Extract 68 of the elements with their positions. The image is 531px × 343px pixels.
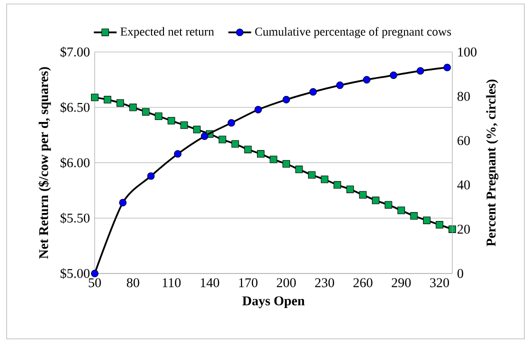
y-tick-label: $5.50: [60, 212, 90, 224]
point: [390, 72, 398, 80]
y-tick-label: $7.00: [60, 46, 90, 58]
point: [116, 99, 124, 107]
point: [282, 96, 290, 104]
point: [410, 212, 418, 220]
y2-tick-label: 100: [458, 48, 477, 57]
point: [154, 112, 162, 120]
point: [168, 117, 176, 124]
point: [423, 216, 430, 224]
point: [270, 156, 278, 164]
point: [228, 119, 236, 127]
x-tick-label: 170: [239, 278, 258, 288]
x-axis-title: Days Open: [242, 296, 305, 308]
point: [397, 206, 405, 214]
point: [180, 121, 188, 129]
point: [384, 201, 392, 209]
point: [200, 132, 208, 140]
point: [147, 172, 155, 180]
point: [282, 160, 290, 168]
x-tick-label: 320: [430, 278, 450, 288]
x-tick-label: 260: [353, 278, 372, 288]
point: [90, 94, 98, 102]
point: [336, 82, 344, 90]
point: [218, 136, 226, 144]
y2-tick-label: 20: [458, 224, 470, 234]
x-tick-label: 110: [162, 278, 181, 288]
legend-label: Expected net return: [120, 27, 214, 38]
y-tick-label: $6.00: [60, 157, 90, 168]
y2-tick-label: 80: [458, 92, 470, 101]
point: [142, 108, 150, 116]
point: [257, 150, 264, 158]
point: [416, 67, 424, 75]
point: [104, 96, 112, 104]
point: [231, 140, 239, 148]
point: [443, 64, 451, 72]
y2-tick-label: 60: [458, 136, 470, 146]
y-tick-label: $6.50: [60, 102, 90, 113]
point: [90, 270, 98, 278]
point: [320, 176, 328, 184]
x-tick-label: 200: [276, 278, 296, 288]
point: [308, 171, 316, 179]
x-tick-label: 80: [126, 278, 140, 288]
x-tick-label: 230: [315, 278, 334, 288]
point: [362, 76, 370, 84]
point: [119, 198, 127, 206]
y-tick-label: $5.00: [60, 268, 90, 279]
point: [174, 150, 182, 158]
point: [436, 221, 444, 229]
point: [254, 106, 262, 114]
legend-label: Cumulative percentage of pregnant cows: [255, 27, 451, 38]
point: [244, 146, 252, 154]
x-tick-label: 50: [88, 278, 101, 288]
point: [334, 181, 342, 189]
y2-tick-label: 0: [458, 269, 464, 278]
y2-tick-label: 40: [457, 180, 470, 190]
point: [295, 166, 303, 174]
point: [372, 196, 380, 204]
y2-axis-title: Percent Pregnant (%, circles): [486, 80, 498, 246]
point: [193, 126, 201, 134]
x-tick-label: 140: [200, 278, 220, 288]
point: [359, 191, 367, 199]
point: [129, 104, 137, 112]
x-tick-label: 290: [392, 278, 411, 288]
y-axis-title: Net Return ($/cow per d, squares): [38, 67, 51, 259]
point: [309, 88, 317, 96]
point: [448, 226, 456, 234]
point: [346, 186, 354, 194]
